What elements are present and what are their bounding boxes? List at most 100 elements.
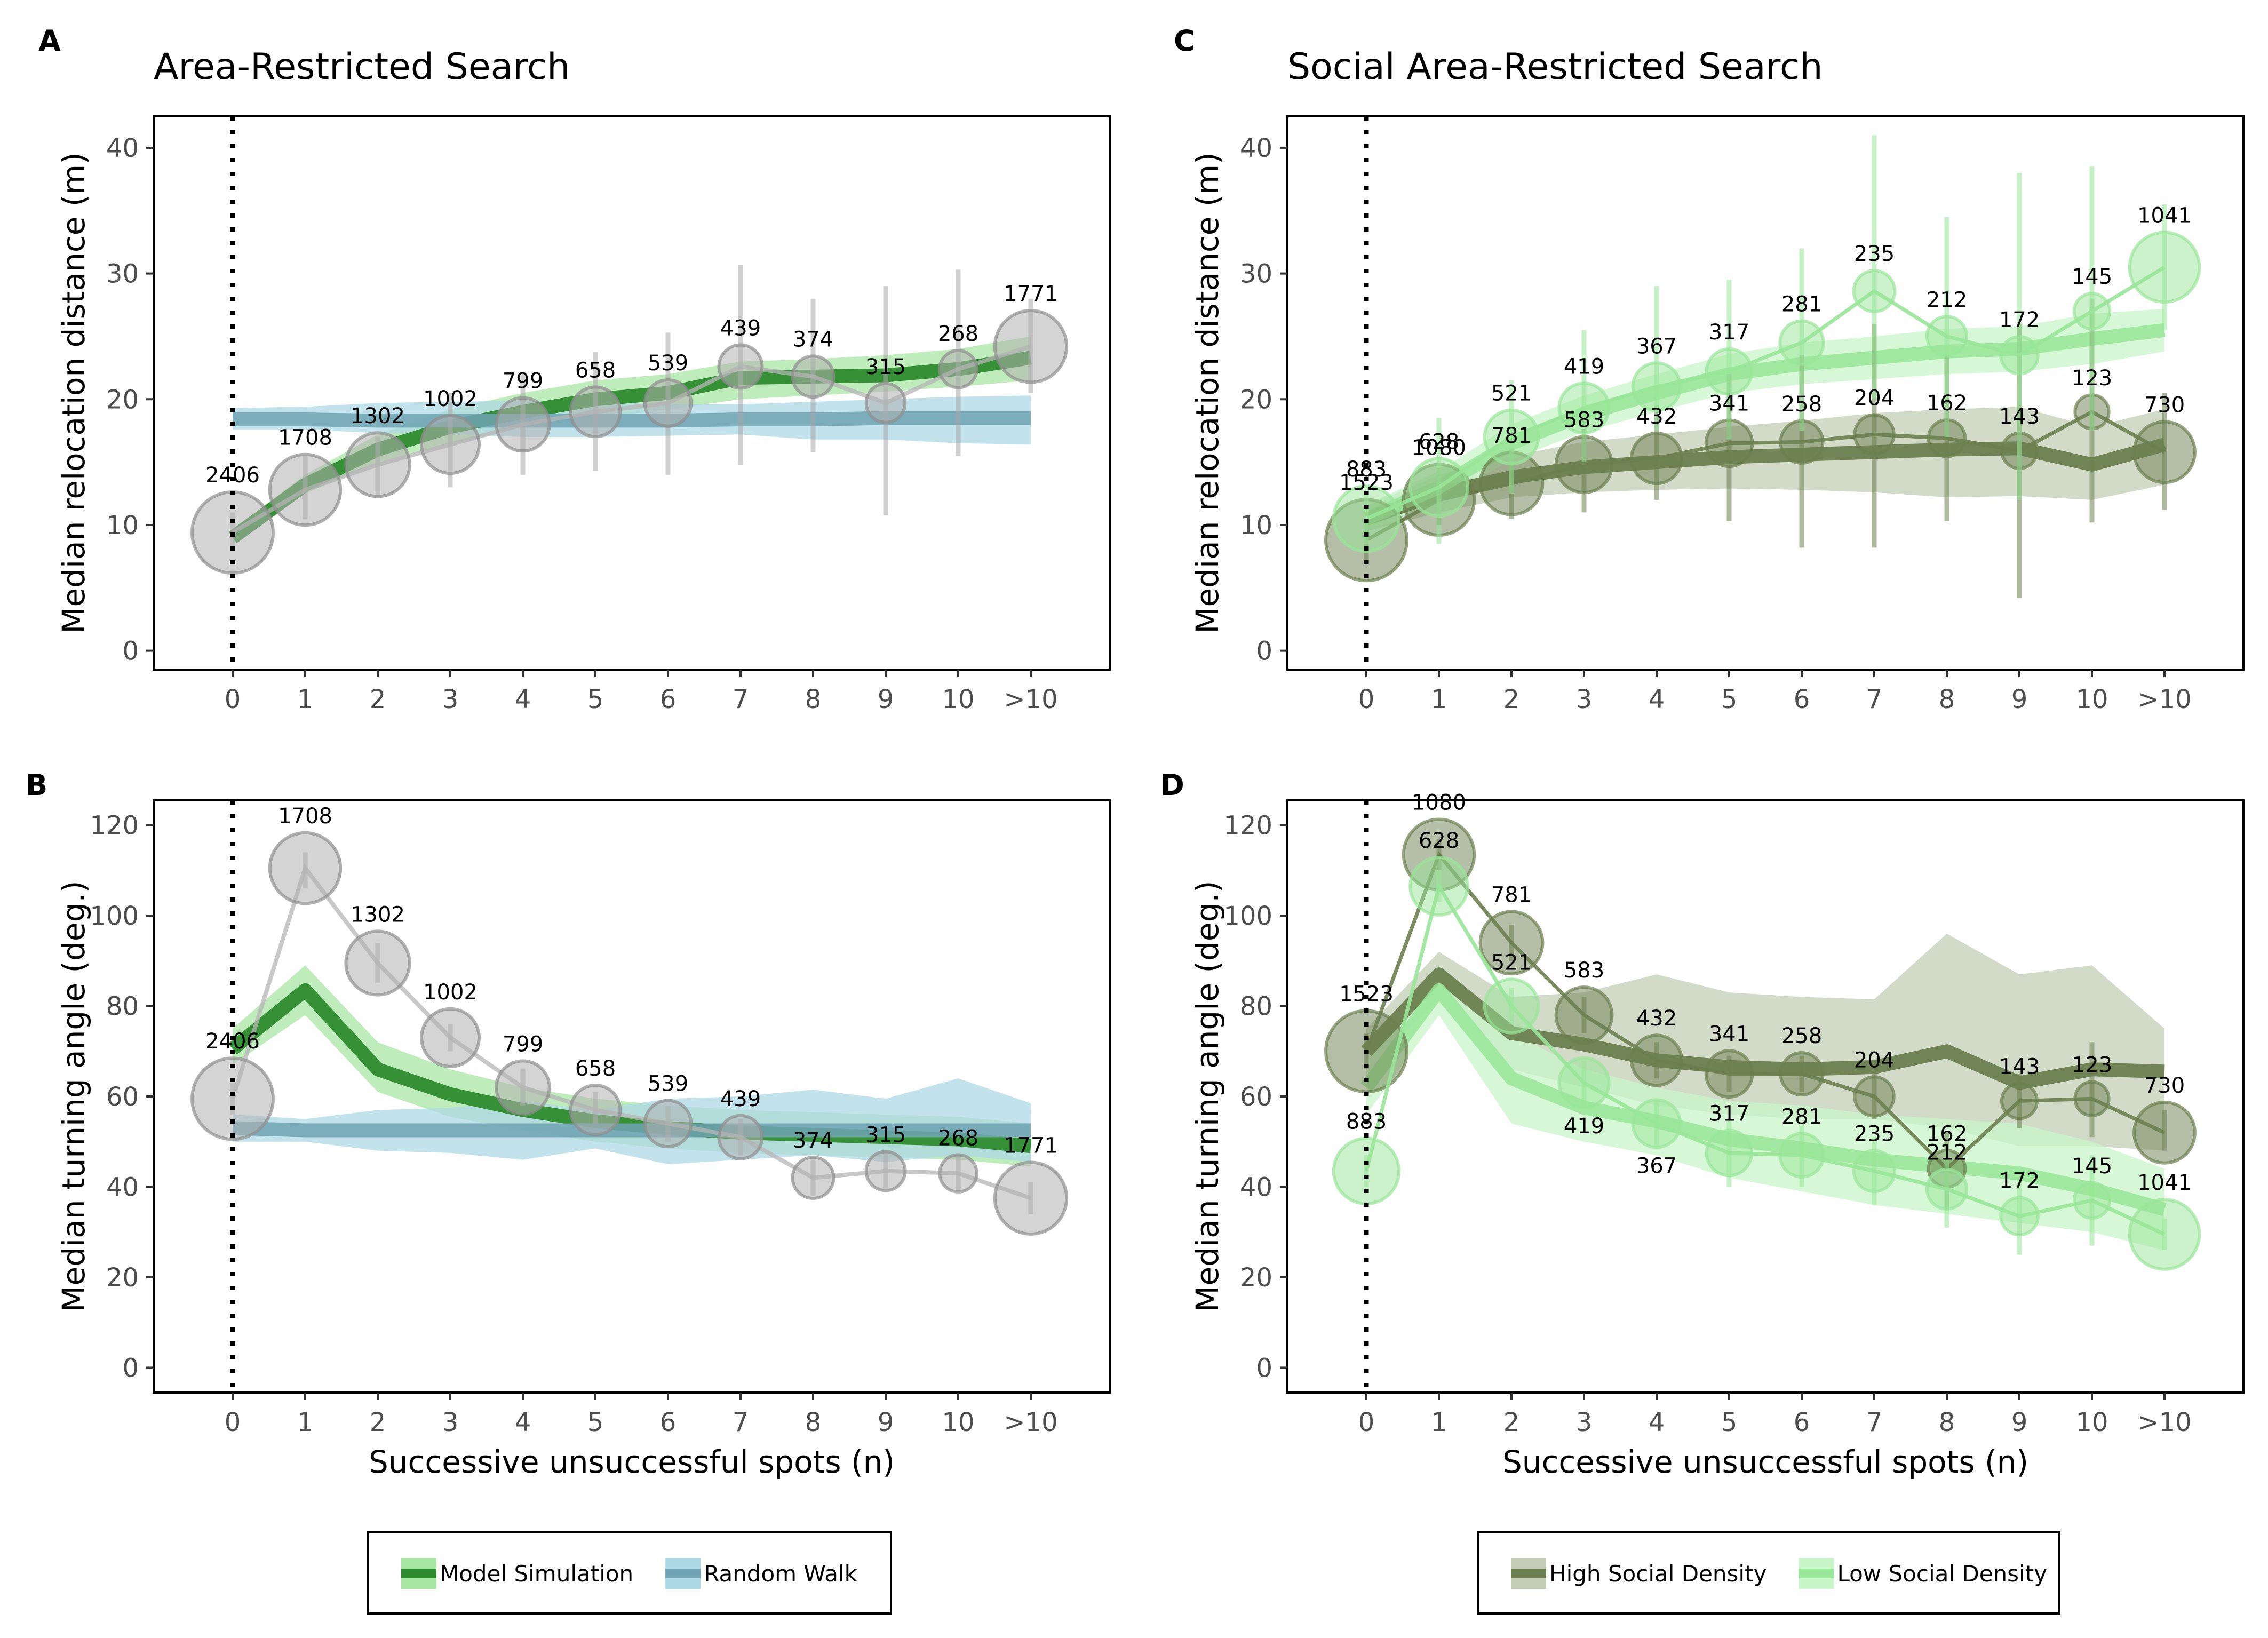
plot-area [190,831,1069,1236]
count-label: 315 [865,355,906,379]
count-label: 281 [1781,1105,1822,1130]
y-tick-label: 0 [1256,637,1272,666]
legend-label: High Social Density [1549,1561,1766,1587]
count-label: 521 [1491,381,1532,406]
legend-item: High Social Density [1511,1558,1766,1589]
observed-point [993,309,1069,384]
observed-point [938,1153,978,1194]
observed-point [643,378,693,428]
observed-point [495,396,551,453]
observed-point [495,1059,551,1116]
observed-point [1999,335,2040,376]
count-label: 1771 [1004,1133,1058,1158]
x-tick-label: 1 [1431,1408,1447,1437]
x-tick-label: 4 [515,1408,531,1437]
x-tick-label: 6 [660,685,677,714]
y-tick-label: 20 [106,1263,139,1293]
observed-point [993,1160,1069,1236]
count-label: 1080 [1412,790,1466,815]
count-label: 628 [1419,430,1459,454]
y-tick-label: 120 [90,811,139,841]
count-label: 419 [1564,354,1604,379]
count-label: 730 [2144,1074,2185,1098]
observed-point [1925,315,1969,358]
observed-point [2128,230,2201,304]
count-label: 315 [865,1123,906,1147]
y-tick-label: 30 [1240,259,1272,289]
count-label: 258 [1781,392,1822,417]
x-tick-label: 10 [2075,1408,2108,1437]
x-tick-label: 8 [1939,1408,1955,1437]
observed-point [1853,413,1896,456]
legend-label: Model Simulation [440,1561,633,1587]
x-tick-label: 4 [1649,685,1665,714]
x-tick-label: 0 [1358,1408,1375,1437]
x-tick-label: 4 [515,685,531,714]
count-label: 268 [938,322,978,346]
y-tick-label: 20 [1240,385,1272,415]
count-label: 162 [1927,391,1967,416]
count-label: 172 [1999,1169,2040,1194]
y-tick-label: 60 [106,1082,139,1112]
y-tick-label: 40 [106,1172,139,1202]
plot-area [1324,135,2201,598]
x-tick-label: 10 [2075,685,2108,714]
y-tick-label: 60 [1240,1082,1272,1112]
observed-group [190,831,1069,1236]
observed-point [2073,1080,2111,1117]
x-tick-label: 0 [225,685,241,714]
series-band [1366,308,2164,531]
count-label: 123 [2072,1053,2112,1078]
count-label: 123 [2072,366,2112,391]
observed-point [1554,985,1614,1045]
panel-letter: D [1160,768,1184,802]
x-tick-label: >10 [1004,1408,1057,1437]
legend-frame [1477,1531,2060,1615]
y-tick-label: 0 [122,637,139,666]
x-tick-label: 2 [1503,1408,1520,1437]
count-label: 367 [1636,1154,1677,1178]
legend-item: Low Social Density [1799,1558,2047,1589]
observed-point [1852,269,1897,313]
x-tick-label: 6 [1794,1408,1810,1437]
observed-point [2132,1100,2197,1165]
x-tick-label: 10 [942,685,974,714]
x-tick-label: >10 [1004,685,1057,714]
count-label: 658 [575,1056,616,1081]
observed-point [1704,1049,1754,1099]
observed-point [1631,1098,1682,1149]
x-tick-label: 3 [442,1408,459,1437]
observed-point [419,414,481,475]
observed-point [643,1099,693,1149]
count-label: 341 [1709,391,1749,416]
observed-point [1999,1196,2040,1237]
count-label: 341 [1709,1022,1749,1046]
plot-area [190,265,1069,575]
count-label: 1708 [278,426,332,450]
count-label: 432 [1636,1006,1677,1031]
y-axis-title: Median relocation distance (m) [1189,152,1225,633]
x-tick-label: 7 [733,685,749,714]
count-label: 1302 [351,902,405,927]
observed-point [1478,910,1545,976]
count-label: 162 [1927,1122,1967,1146]
observed-point [1483,977,1540,1035]
count-label: 145 [2072,265,2112,289]
observed-group [1332,856,2201,1271]
x-tick-label: 0 [225,1408,241,1437]
observed-point [344,431,411,498]
count-label: 628 [1419,829,1459,853]
count-label: 1708 [278,804,332,829]
observed-point [1779,1051,1825,1097]
count-label: 235 [1854,242,1895,266]
legend-frame [367,1531,892,1615]
count-label: 204 [1854,386,1895,411]
y-tick-label: 10 [106,511,139,540]
x-tick-label: 9 [878,685,894,714]
x-tick-label: 5 [587,1408,604,1437]
x-tick-label: 6 [1794,685,1810,714]
panel-letter: C [1174,24,1195,58]
x-tick-label: 9 [878,1408,894,1437]
count-label: 143 [1999,1054,2040,1079]
